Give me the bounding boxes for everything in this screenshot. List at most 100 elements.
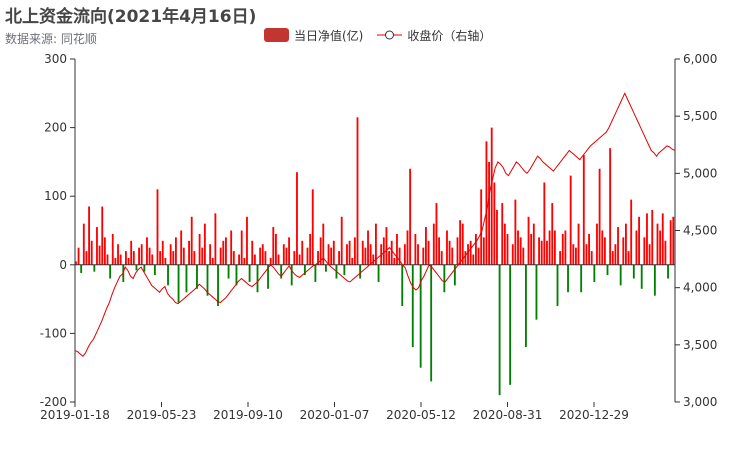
chart-title: 北上资金流向(2021年4月16日) <box>5 7 257 27</box>
bar <box>401 264 404 306</box>
bar <box>159 251 162 265</box>
bar <box>364 247 367 265</box>
bar <box>238 254 240 265</box>
bar <box>488 161 490 265</box>
bar <box>532 223 535 265</box>
bar <box>261 244 264 265</box>
bar <box>422 247 425 265</box>
bar <box>125 251 127 265</box>
bar <box>601 230 604 265</box>
x-axis-tick-label: 2019-01-18 <box>40 408 110 422</box>
bar <box>432 223 435 265</box>
right-axis-tick-label: 3,000 <box>683 395 717 409</box>
bar <box>546 240 548 265</box>
bar <box>227 264 230 279</box>
bar <box>167 264 169 286</box>
bar <box>619 264 622 286</box>
bar <box>303 264 306 276</box>
legend-line-swatch <box>377 30 403 40</box>
x-axis-tick-label: 2019-09-10 <box>213 408 283 422</box>
bar <box>85 251 88 265</box>
bar <box>464 251 467 265</box>
bar <box>453 264 456 286</box>
bar <box>269 257 272 265</box>
bar <box>143 264 146 272</box>
right-axis-tick-label: 4,500 <box>683 224 717 238</box>
bar <box>622 237 625 265</box>
bar <box>459 220 462 265</box>
bar <box>146 237 148 265</box>
bar <box>185 264 188 293</box>
bar <box>130 240 133 265</box>
bar <box>232 251 235 265</box>
bar <box>267 264 269 289</box>
bar <box>259 247 262 265</box>
bar <box>517 230 519 265</box>
bar <box>603 237 606 265</box>
bar <box>588 233 590 265</box>
bar <box>640 264 643 289</box>
bar <box>235 264 238 286</box>
bar <box>638 216 640 265</box>
left-axis-tick-label: 300 <box>44 52 67 66</box>
bar <box>556 264 559 306</box>
bar <box>388 251 390 265</box>
bar <box>330 247 333 265</box>
bar <box>390 240 393 265</box>
bar <box>664 240 667 265</box>
bar <box>277 254 280 265</box>
bar <box>140 244 143 265</box>
bar <box>135 264 138 271</box>
bar <box>293 251 296 265</box>
bar <box>332 240 335 265</box>
bar <box>590 251 593 265</box>
bar <box>298 254 301 265</box>
bar <box>82 223 85 265</box>
left-axis-tick-label: 100 <box>44 189 67 203</box>
bar <box>175 237 177 265</box>
bar <box>498 264 501 396</box>
bar <box>427 240 430 265</box>
bar <box>472 254 475 265</box>
bar <box>338 251 340 265</box>
bar <box>319 237 322 265</box>
bar <box>446 230 448 265</box>
bar <box>161 240 164 265</box>
bar <box>248 264 251 282</box>
bar <box>430 264 433 382</box>
bar <box>340 216 343 265</box>
legend-item-bar[interactable]: 当日净值(亿) <box>264 27 363 44</box>
bar <box>469 240 472 265</box>
bar <box>448 240 451 265</box>
right-axis-tick-label: 6,000 <box>683 52 717 66</box>
bar <box>209 244 212 265</box>
right-axis-tick-label: 3,500 <box>683 338 717 352</box>
bar <box>501 203 504 265</box>
legend: 当日净值(亿) 收盘价（右轴） <box>264 26 505 44</box>
bar <box>582 155 585 265</box>
bar <box>272 227 275 265</box>
bar <box>322 223 325 265</box>
bar <box>598 168 601 265</box>
bar <box>188 240 190 265</box>
bar <box>669 220 672 265</box>
bar <box>525 264 527 348</box>
bar <box>353 237 356 265</box>
bar <box>96 227 98 265</box>
bar <box>222 240 225 265</box>
bar <box>88 206 90 265</box>
legend-item-line[interactable]: 收盘价（右轴） <box>377 27 491 44</box>
bar <box>151 254 154 265</box>
bar <box>256 264 259 293</box>
bar <box>559 251 562 265</box>
right-axis-tick-label: 5,500 <box>683 109 717 123</box>
legend-bar-label: 当日净值(亿) <box>294 28 364 43</box>
bar <box>617 227 619 265</box>
bar <box>511 244 514 265</box>
bar <box>282 244 285 265</box>
bar <box>346 244 348 265</box>
bar <box>572 244 575 265</box>
bar <box>440 251 443 265</box>
bar <box>290 264 293 286</box>
